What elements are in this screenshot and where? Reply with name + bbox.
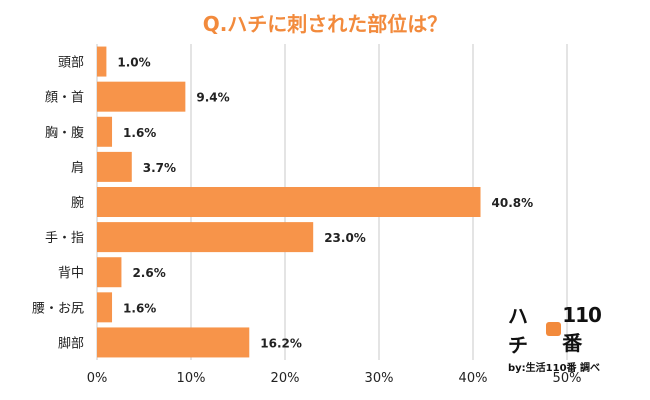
bar [97,292,113,323]
bars [97,46,481,358]
value-label: 40.8% [492,196,534,210]
bar [97,187,481,217]
category-label: 顔・首 [45,91,84,106]
category-label: 手・指 [45,231,84,246]
x-tick-labels: 0% 10% 20% 30% 40% 50% [87,371,582,386]
bee-badge-icon [545,322,562,336]
bar [97,222,314,253]
category-label: 腰・お尻 [32,301,84,316]
category-label: 頭部 [58,56,84,71]
value-label: 23.0% [324,231,366,245]
x-tick-label: 50% [553,371,582,386]
value-label: 3.7% [143,161,176,175]
x-tick-label: 30% [365,371,394,386]
value-label: 1.6% [123,301,156,315]
x-tick-label: 10% [177,371,206,386]
bar [97,257,122,288]
x-tick-label: 40% [459,371,488,386]
brand-name-right: 110番 [562,302,602,355]
x-tick-label: 0% [87,371,108,386]
category-label: 腕 [71,195,84,211]
category-label: 脚部 [58,335,84,351]
value-label: 1.0% [117,56,150,70]
category-label: 胸・腹 [45,125,84,141]
brand-wordmark: ハチ 110番 [508,300,618,358]
x-tick-label: 20% [271,371,300,386]
category-label: 肩 [71,160,84,176]
value-label: 9.4% [196,91,229,105]
bar [97,327,250,358]
source-note: by:生活110番 調べ [508,363,601,374]
category-label: 背中 [58,266,84,281]
bar [97,116,113,147]
brand-logo: ハチ 110番 by:生活110番 調べ [508,300,618,375]
value-label: 16.2% [260,336,302,350]
value-label: 2.6% [132,266,165,280]
chart-title: Q.ハチに刺された部位は？ [202,12,448,36]
bar [97,81,186,112]
value-label: 1.6% [123,126,156,140]
value-labels: 1.0% 9.4% 1.6% 3.7% 40.8% 23.0% 2.6% 1.6% 16.2% [117,56,533,351]
brand-name-left: ハチ [508,304,528,357]
bar [97,46,107,77]
bar [97,151,132,182]
